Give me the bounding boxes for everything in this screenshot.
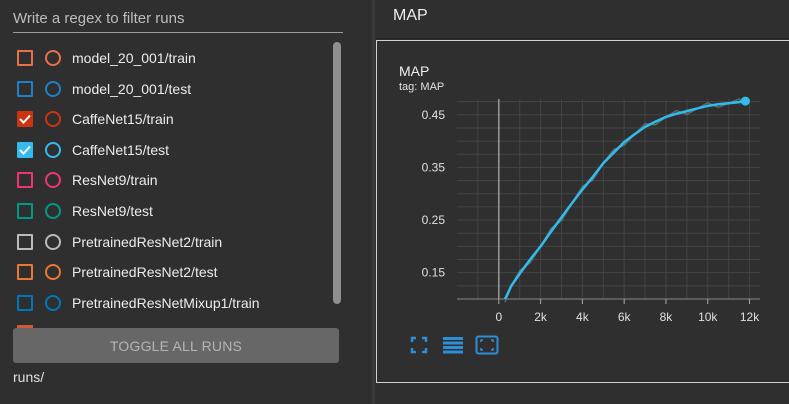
run-color-icon[interactable] bbox=[45, 203, 61, 219]
run-item[interactable]: model_20_001/test bbox=[17, 78, 191, 100]
run-color-icon[interactable] bbox=[45, 50, 61, 66]
series-line bbox=[503, 99, 746, 300]
run-color-icon[interactable] bbox=[45, 294, 61, 311]
run-checkbox[interactable] bbox=[17, 141, 33, 158]
run-filter-input[interactable] bbox=[13, 6, 343, 30]
run-color-icon[interactable] bbox=[45, 80, 61, 97]
chart-tag: tag: MAP bbox=[399, 81, 445, 93]
run-item[interactable]: CaffeNet15/train bbox=[17, 108, 174, 130]
x-tick-label: 2k bbox=[534, 310, 548, 324]
y-tick-label: 0.45 bbox=[422, 108, 446, 122]
run-item[interactable]: PretrainedResNet2/test bbox=[17, 261, 218, 283]
partial-run-checkbox bbox=[17, 325, 33, 328]
run-color-icon[interactable] bbox=[45, 172, 61, 189]
run-label: ResNet9/test bbox=[72, 203, 153, 219]
run-item[interactable]: ResNet9/test bbox=[17, 200, 153, 222]
run-item[interactable]: model_20_001/train bbox=[17, 47, 196, 69]
run-checkbox[interactable] bbox=[17, 203, 33, 219]
run-label: model_20_001/test bbox=[72, 80, 192, 97]
run-filter bbox=[13, 6, 343, 33]
fit-to-screen-icon[interactable] bbox=[407, 334, 431, 356]
run-checkbox[interactable] bbox=[17, 172, 33, 189]
x-tick-label: 8k bbox=[660, 310, 674, 324]
run-checkbox[interactable] bbox=[17, 80, 33, 97]
section-title: MAP bbox=[393, 7, 428, 24]
run-checkbox[interactable] bbox=[17, 294, 33, 311]
panel-divider[interactable] bbox=[372, 0, 375, 404]
run-item[interactable]: PretrainedResNet2/train bbox=[17, 231, 222, 253]
map-chart: 0 2k 4k 6k 8k 10k 12k 0.15 0.25 0.35 0.45 bbox=[422, 96, 760, 324]
run-color-icon[interactable] bbox=[45, 141, 61, 158]
run-label: ResNet9/train bbox=[72, 172, 158, 189]
checkmark-icon bbox=[19, 145, 31, 155]
run-checkbox[interactable] bbox=[17, 264, 33, 281]
run-checkbox[interactable] bbox=[17, 111, 33, 128]
checkmark-icon bbox=[19, 115, 31, 125]
run-label: CaffeNet15/train bbox=[72, 111, 174, 128]
run-label: CaffeNet15/test bbox=[72, 141, 170, 158]
x-tick-label: 4k bbox=[576, 310, 590, 324]
run-label: model_20_001/train bbox=[72, 50, 196, 66]
y-tick-label: 0.15 bbox=[422, 266, 446, 280]
series-end-point bbox=[740, 96, 750, 106]
run-item[interactable]: CaffeNet15/test bbox=[17, 139, 169, 161]
toggle-all-runs-button[interactable]: TOGGLE ALL RUNS bbox=[13, 328, 339, 363]
run-item[interactable]: ResNet9/train bbox=[17, 169, 158, 191]
chart-toolbar bbox=[407, 334, 499, 356]
series-raw-line bbox=[504, 98, 746, 303]
run-list-scrollbar[interactable] bbox=[333, 42, 341, 304]
y-tick-label: 0.35 bbox=[422, 160, 446, 174]
x-tick-label: 6k bbox=[618, 310, 632, 324]
fit-domain-icon[interactable] bbox=[475, 334, 499, 356]
chart-card: 0 2k 4k 6k 8k 10k 12k 0.15 0.25 0.35 0.45 MAP tag:… bbox=[376, 40, 789, 383]
run-label: PretrainedResNetMixup1/train bbox=[72, 294, 260, 311]
run-color-icon[interactable] bbox=[45, 264, 61, 281]
x-tick-label: 12k bbox=[740, 310, 760, 324]
runs-path: runs/ bbox=[13, 369, 45, 385]
x-tick-label: 0 bbox=[495, 310, 502, 324]
run-label: PretrainedResNet2/train bbox=[72, 233, 223, 250]
toggle-log-scale-icon[interactable] bbox=[441, 334, 465, 356]
y-tick-label: 0.25 bbox=[422, 213, 446, 227]
section-header bbox=[376, 0, 789, 39]
run-item[interactable]: PretrainedResNetMixup1/train bbox=[17, 292, 260, 314]
run-checkbox[interactable] bbox=[17, 233, 33, 250]
run-color-icon[interactable] bbox=[45, 111, 61, 128]
runs-sidebar: model_20_001/train model_20_001/test Caffe… bbox=[0, 0, 360, 404]
x-tick-label: 10k bbox=[698, 310, 718, 324]
chart-title: MAP bbox=[399, 63, 430, 79]
run-list: model_20_001/train model_20_001/test Caffe… bbox=[0, 42, 330, 322]
run-label: PretrainedResNet2/test bbox=[72, 264, 218, 281]
run-color-icon[interactable] bbox=[45, 233, 61, 250]
run-checkbox[interactable] bbox=[17, 50, 33, 66]
